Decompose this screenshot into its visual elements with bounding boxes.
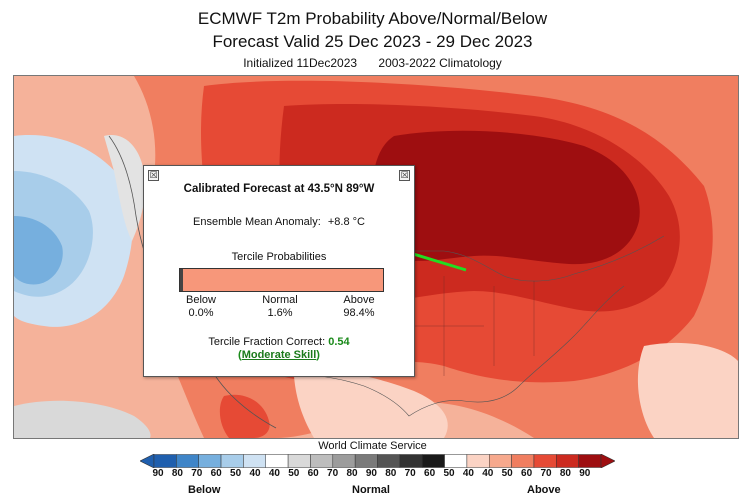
- color-scale-tick-label: 50: [501, 468, 513, 479]
- tercile-columns: Below 0.0% Normal 1.6% Above 98.4%: [162, 294, 398, 320]
- color-scale-left-tip: [140, 454, 155, 468]
- above-category-label: Above: [527, 484, 561, 496]
- anomaly-label: Ensemble Mean Anomaly:: [193, 216, 321, 228]
- popup-title: Calibrated Forecast at 43.5°N 89°W: [183, 183, 375, 195]
- chart-header: ECMWF T2m Probability Above/Normal/Below…: [0, 8, 745, 72]
- source-label: World Climate Service: [318, 440, 427, 452]
- color-scale-cell: [220, 454, 244, 468]
- color-scale-cell: [489, 454, 512, 468]
- color-scale-bar: [140, 454, 615, 468]
- initialized-date: Initialized 11Dec2023: [243, 56, 358, 70]
- color-scale-cell: [176, 454, 199, 468]
- color-scale-tick-labels: 90 80 70 60 50 40 40 50 60 70 80 90 80 70 60 50 40 40 50 60…: [0, 468, 745, 482]
- normal-label: Normal: [262, 294, 298, 306]
- anomaly-value: +8.8 °C: [327, 216, 365, 228]
- color-scale-cell: [198, 454, 222, 468]
- color-scale-tick-label: 70: [191, 468, 203, 479]
- tercile-probability-bar: [179, 268, 384, 292]
- color-scale-cell: [578, 454, 602, 468]
- below-value: 0.0%: [188, 307, 214, 319]
- color-scale-cell: [287, 454, 311, 468]
- mexico-warm-region: [219, 394, 270, 438]
- anomaly-row: Ensemble Mean Anomaly: +8.8 °C: [144, 216, 414, 228]
- color-scale-tick-label: 90: [152, 468, 164, 479]
- color-scale-tick-label: 40: [462, 468, 474, 479]
- color-scale-cell: [243, 454, 267, 468]
- color-scale-tick-label: 40: [268, 468, 280, 479]
- color-scale-tick-label: 50: [443, 468, 455, 479]
- below-column: Below 0.0%: [162, 294, 240, 320]
- atlantic-light-region: [637, 342, 738, 438]
- color-scale-cell: [153, 454, 177, 468]
- color-scale-tick-label: 60: [210, 468, 222, 479]
- color-scale-cell: [533, 454, 557, 468]
- color-scale-tick-label: 40: [249, 468, 261, 479]
- color-scale-cell: [556, 454, 579, 468]
- tfc-value: 0.54: [328, 336, 350, 348]
- skill-close-paren: ): [316, 349, 320, 361]
- normal-value: 1.6%: [267, 307, 293, 319]
- color-scale-cell: [511, 454, 535, 468]
- color-scale-tick-label: 50: [230, 468, 242, 479]
- pacific-grey-region: [14, 400, 151, 438]
- color-scale-tick-label: 80: [171, 468, 183, 479]
- below-category-label: Below: [188, 484, 221, 496]
- close-icon-right[interactable]: ☒: [399, 170, 410, 181]
- above-column: Above 98.4%: [320, 294, 398, 320]
- color-scale-tick-label: 60: [521, 468, 533, 479]
- color-scale-cell: [265, 454, 289, 468]
- us-canada-border: [174, 235, 665, 282]
- color-scale-cell: [399, 454, 423, 468]
- above-label: Above: [343, 294, 375, 306]
- color-scale-tick-label: 60: [307, 468, 319, 479]
- color-scale-tick-label: 90: [365, 468, 377, 479]
- southern-coastline: [258, 285, 625, 417]
- color-scale-tick-label: 80: [559, 468, 571, 479]
- color-scale-tick-label: 40: [482, 468, 494, 479]
- color-scale-tick-label: 80: [385, 468, 397, 479]
- below-label: Below: [186, 294, 216, 306]
- color-scale-tick-label: 70: [327, 468, 339, 479]
- normal-category-label: Normal: [352, 484, 390, 496]
- color-scale-tick-label: 80: [346, 468, 358, 479]
- skill-link[interactable]: Moderate Skill: [241, 349, 317, 361]
- normal-region-grey: [104, 135, 146, 241]
- tfc-label: Tercile Fraction Correct:: [208, 336, 326, 348]
- forecast-popup: ☒ ☒ Calibrated Forecast at 43.5°N 89°W E…: [143, 165, 415, 377]
- below-normal-region-dark: [14, 216, 63, 285]
- color-scale-cell: [310, 454, 334, 468]
- color-scale-tick-label: 70: [540, 468, 552, 479]
- color-scale-tick-label: 70: [404, 468, 416, 479]
- close-icon[interactable]: ☒: [148, 170, 159, 181]
- color-scale-cell: [444, 454, 468, 468]
- color-scale-cell: [354, 454, 378, 468]
- color-scale-tick-label: 90: [579, 468, 591, 479]
- chart-title: ECMWF T2m Probability Above/Normal/Below: [197, 9, 548, 28]
- chart-subtitle: Initialized 11Dec2023 2003-2022 Climatol…: [0, 54, 745, 72]
- tercile-fraction-correct: Tercile Fraction Correct: 0.54 (Moderate…: [144, 336, 414, 362]
- color-scale-cell: [421, 454, 445, 468]
- color-scale-right-tip: [600, 454, 615, 468]
- above-normal-region-90: [371, 130, 640, 265]
- color-scale-cell: [332, 454, 356, 468]
- color-scale-cell: [377, 454, 401, 468]
- southern-light-region: [294, 371, 448, 438]
- normal-column: Normal 1.6%: [241, 294, 319, 320]
- forecast-valid-title: Forecast Valid 25 Dec 2023 - 29 Dec 2023: [212, 32, 533, 51]
- normal-probability-segment: [180, 269, 184, 291]
- skill-open-paren: (: [238, 349, 242, 361]
- color-scale-tick-label: 60: [424, 468, 436, 479]
- color-scale-tick-label: 50: [288, 468, 300, 479]
- above-value: 98.4%: [343, 307, 375, 319]
- color-scale-cell: [466, 454, 490, 468]
- climatology-period: 2003-2022 Climatology: [378, 56, 502, 70]
- tercile-heading: Tercile Probabilities: [231, 251, 327, 263]
